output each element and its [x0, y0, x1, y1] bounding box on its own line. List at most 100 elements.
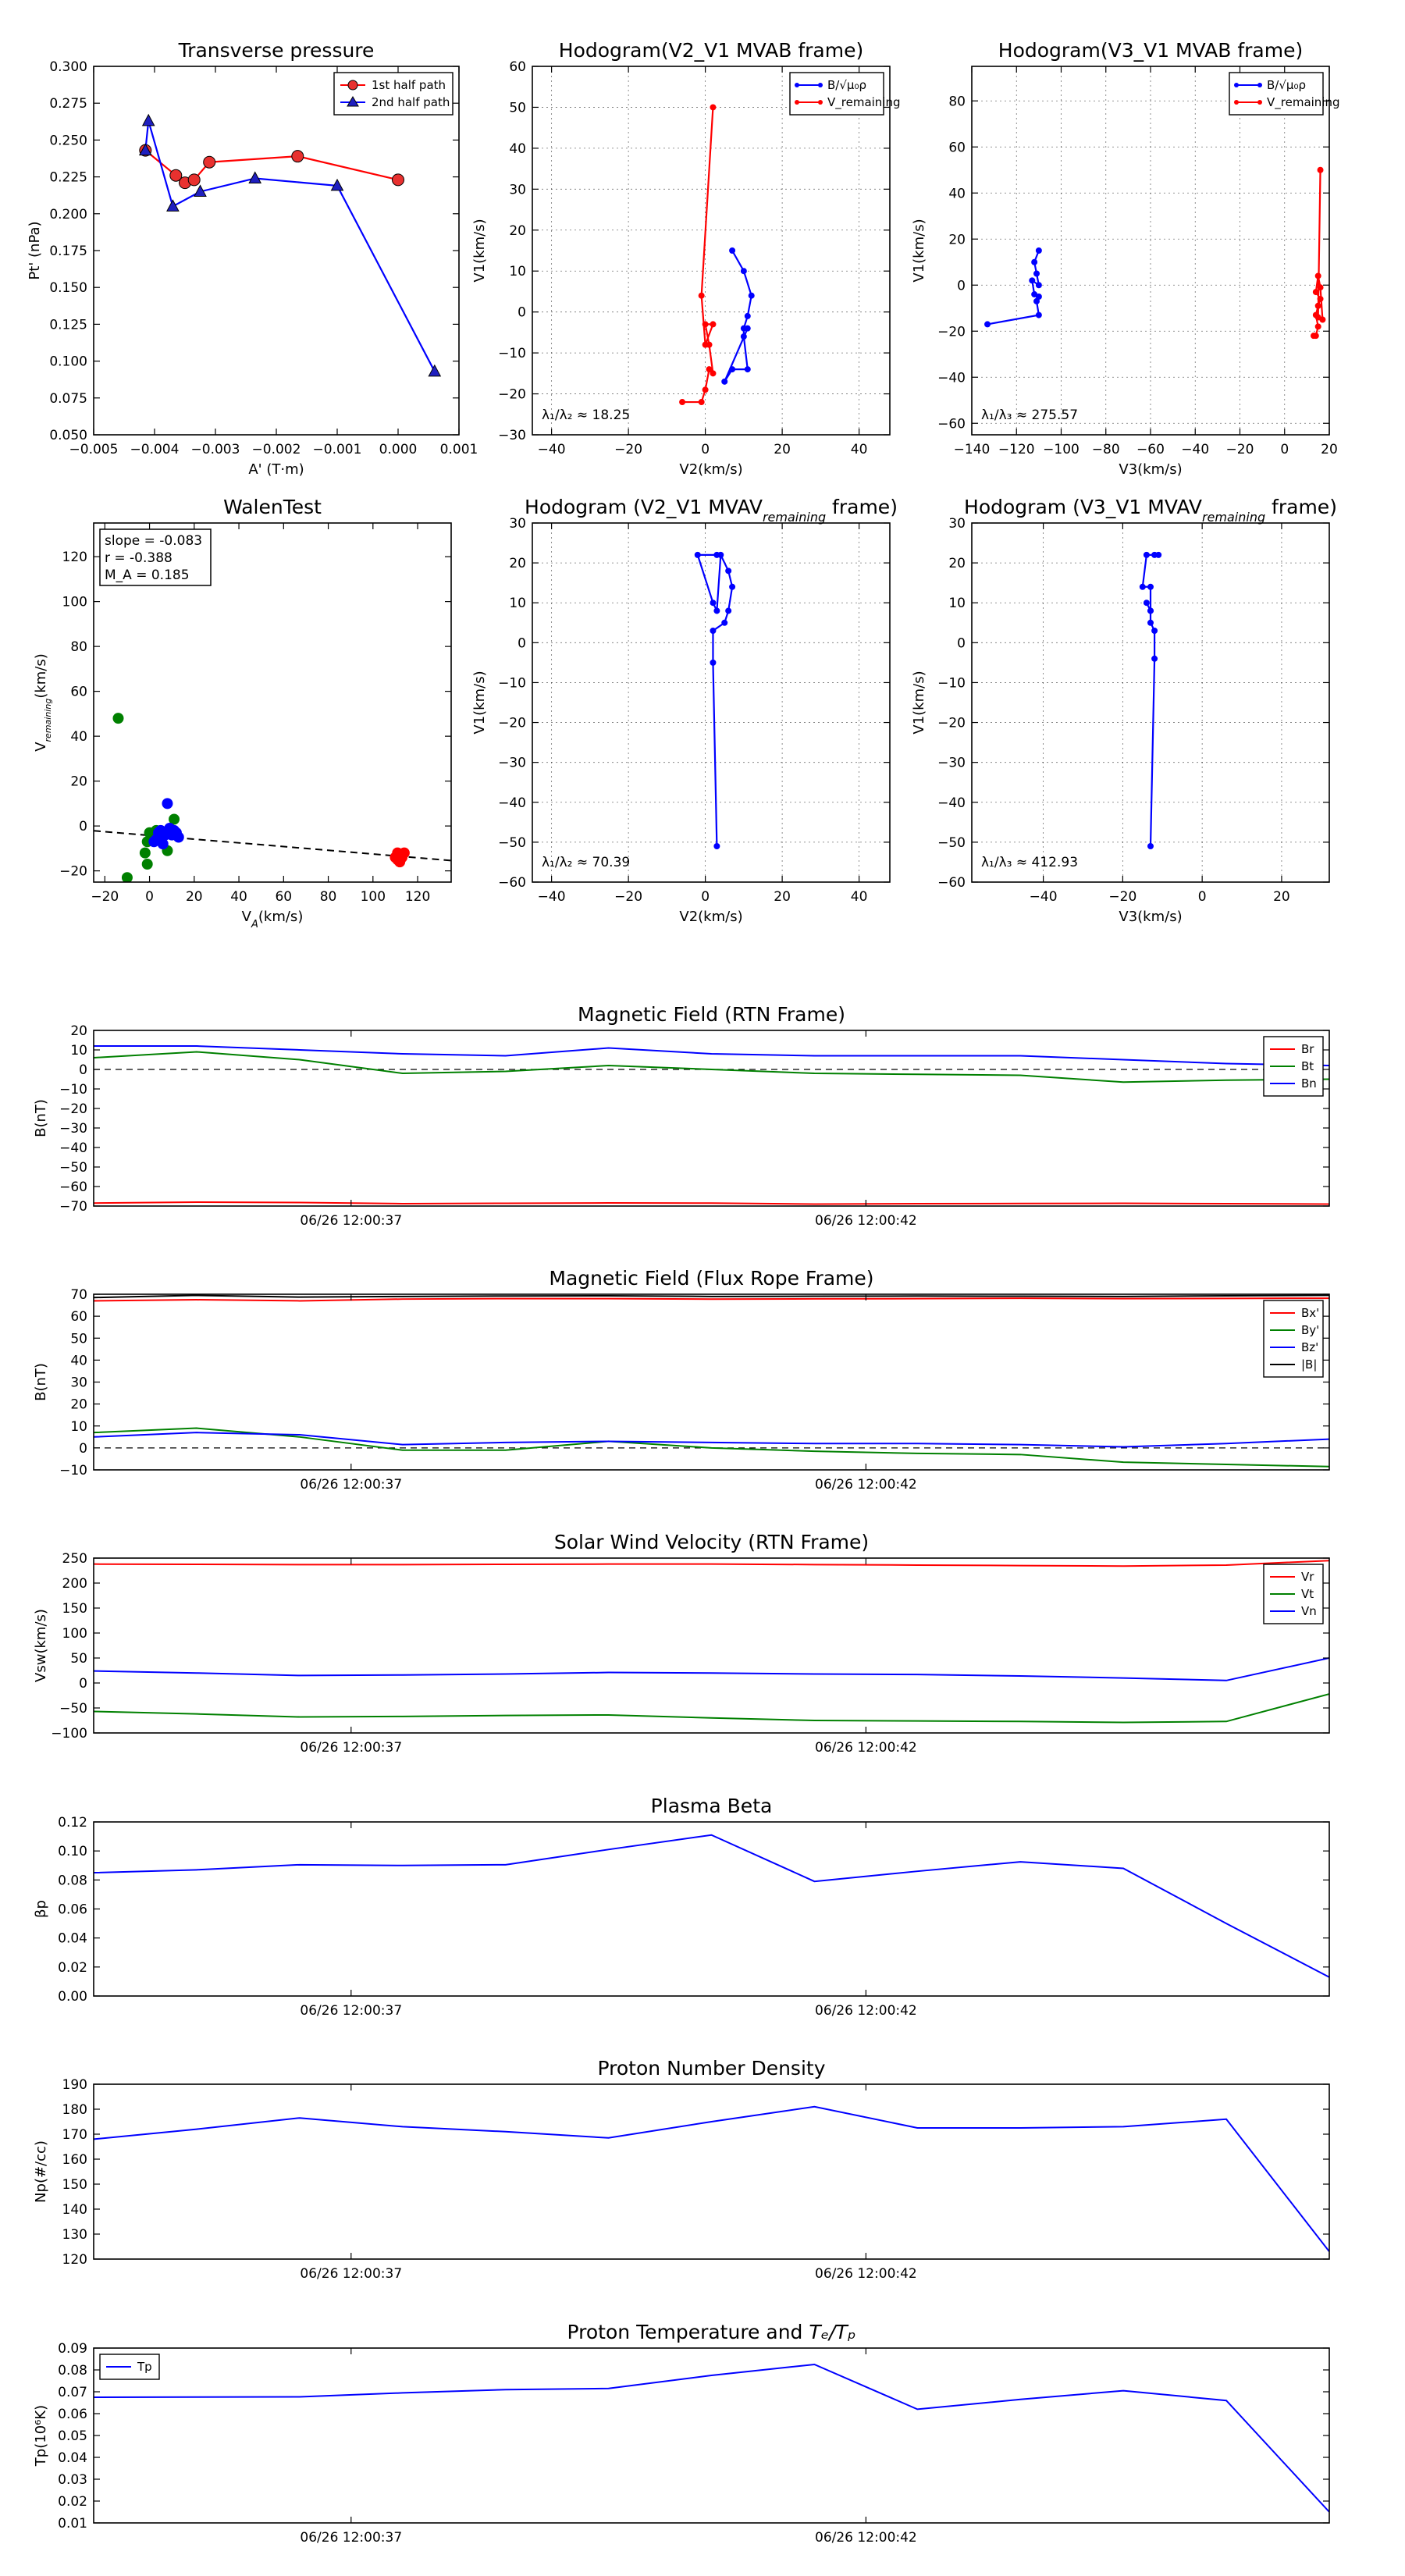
- y-tick-label: −30: [498, 756, 526, 771]
- data-point: [710, 659, 717, 666]
- x-tick-label: 06/26 12:00:42: [815, 1213, 917, 1229]
- data-point: [1139, 583, 1146, 590]
- x-tick-label: −0.005: [69, 442, 119, 457]
- y-tick-label: 20: [509, 223, 526, 239]
- x-tick-label: 20: [774, 889, 791, 905]
- y-tick-label: 0: [79, 1441, 87, 1457]
- x-tick-label: 0: [701, 889, 710, 905]
- axes-frame: [93, 1030, 1330, 1207]
- data-point: [1155, 551, 1162, 558]
- y-tick-label: 0.06: [58, 2407, 87, 2422]
- x-tick-label: 06/26 12:00:42: [815, 2530, 917, 2546]
- y-axis-label: Tp(10⁶K): [33, 2405, 49, 2467]
- y-tick-label: −30: [498, 428, 526, 443]
- y-tick-label: 20: [948, 232, 966, 247]
- chart-ts5: Proton Number Density 06/26 12:00:37 06/26…: [33, 2057, 1330, 2282]
- data-point: [706, 366, 713, 373]
- x-tick-label: −140: [954, 442, 991, 457]
- x-tick-label: −40: [538, 889, 566, 905]
- y-tick-label: 20: [509, 556, 526, 571]
- data-point: [1147, 607, 1154, 614]
- y-tick-label: 50: [70, 1331, 87, 1347]
- y-tick-label: 0: [79, 1676, 87, 1692]
- chart-title: Solar Wind Velocity (RTN Frame): [554, 1531, 869, 1553]
- y-tick-label: −30: [937, 756, 966, 771]
- x-tick-label: −60: [1136, 442, 1165, 457]
- chart-title: Magnetic Field (Flux Rope Frame): [549, 1267, 873, 1290]
- legend-marker: [818, 100, 823, 105]
- data-point: [1035, 247, 1042, 254]
- x-tick-label: −20: [1226, 442, 1254, 457]
- data-point: [710, 628, 717, 634]
- plot-area: [138, 113, 442, 377]
- series-line-Bn: [94, 1045, 1329, 1066]
- x-tick-label: −20: [614, 889, 642, 905]
- y-tick-label: 170: [62, 2127, 87, 2143]
- data-point: [1314, 314, 1321, 321]
- y-tick-label: −70: [59, 1199, 87, 1215]
- data-point-triangle: [166, 199, 180, 212]
- y-tick-label: −60: [498, 875, 526, 891]
- legend-marker: [795, 83, 799, 87]
- y-tick-label: −40: [937, 370, 966, 386]
- data-point: [1147, 843, 1154, 849]
- chart-ts2: Magnetic Field (Flux Rope Frame) 06/26 12…: [33, 1267, 1330, 1493]
- y-tick-label: −50: [498, 835, 526, 851]
- chart-h2: Hodogram(V3_V1 MVAB frame) −140 −120 −100 −8…: [911, 39, 1340, 478]
- data-point: [702, 321, 709, 328]
- data-point: [721, 378, 728, 385]
- chart-title: Hodogram (V2_V1 MVAVremaining frame): [525, 496, 898, 525]
- data-point: [713, 843, 720, 849]
- title-subscript: remaining: [763, 510, 826, 525]
- y-tick-label: 20: [70, 774, 87, 790]
- data-point: [744, 312, 751, 319]
- legend-box: [1229, 72, 1324, 116]
- y-axis-label: V1(km/s): [471, 671, 488, 734]
- x-tick-label: −0.004: [130, 442, 180, 457]
- x-tick-label: 20: [774, 442, 791, 457]
- title-end: frame): [1265, 496, 1337, 518]
- plot-area: [94, 2105, 1329, 2253]
- axes-frame: [93, 1557, 1330, 1734]
- legend-label: |B|: [1301, 1357, 1317, 1372]
- stats-box: [99, 528, 212, 586]
- x-tick-label: 06/26 12:00:42: [815, 1740, 917, 1756]
- x-tick-label: −0.003: [191, 442, 240, 457]
- data-point: [698, 292, 705, 299]
- y-tick-label: 130: [62, 2227, 87, 2243]
- y-axis-label: Vsw(km/s): [33, 1609, 49, 1682]
- y-tick-label: 120: [62, 2252, 87, 2268]
- legend-marker: [1257, 83, 1262, 87]
- title-main: Proton Temperature and: [567, 2321, 809, 2343]
- scatter-point: [169, 824, 180, 836]
- y-tick-label: −50: [59, 1701, 87, 1717]
- title-main: Solar Wind Velocity (RTN Frame): [554, 1531, 869, 1553]
- x-tick-label: 80: [320, 889, 337, 905]
- title-math: Tₑ/Tₚ: [809, 2321, 855, 2343]
- plot-area: [972, 66, 1329, 435]
- y-tick-label: 30: [70, 1375, 87, 1391]
- title-main: Plasma Beta: [651, 1795, 773, 1817]
- chart-walen: WalenTest −20 0 20 40 60 80 100 120 −20 0 20 40 60 80 1…: [33, 496, 452, 930]
- axes-frame: [93, 1293, 1330, 1471]
- series-line-V_remaining: [682, 107, 715, 404]
- y-tick-label: −40: [937, 795, 966, 811]
- x-tick-label: 100: [361, 889, 386, 905]
- scatter-point: [139, 847, 151, 859]
- y-tick-label: 60: [70, 1309, 87, 1325]
- y-tick-label: 80: [70, 639, 87, 655]
- y-tick-label: −20: [498, 387, 526, 403]
- y-tick-label: −60: [937, 416, 966, 432]
- data-point: [713, 607, 720, 614]
- chart-h3: Hodogram (V2_V1 MVAVremaining frame)−40−…: [471, 496, 898, 925]
- y-tick-label: 60: [509, 59, 526, 75]
- data-point: [740, 268, 747, 275]
- y-tick-label: 50: [70, 1651, 87, 1667]
- ylabel-sub: remaining: [43, 699, 53, 742]
- data-point: [725, 607, 732, 614]
- data-point: [1314, 323, 1321, 330]
- plot-area: [94, 1294, 1329, 1468]
- scatter-point: [148, 836, 160, 848]
- y-tick-label: 30: [948, 516, 966, 532]
- y-tick-label: 80: [948, 94, 966, 109]
